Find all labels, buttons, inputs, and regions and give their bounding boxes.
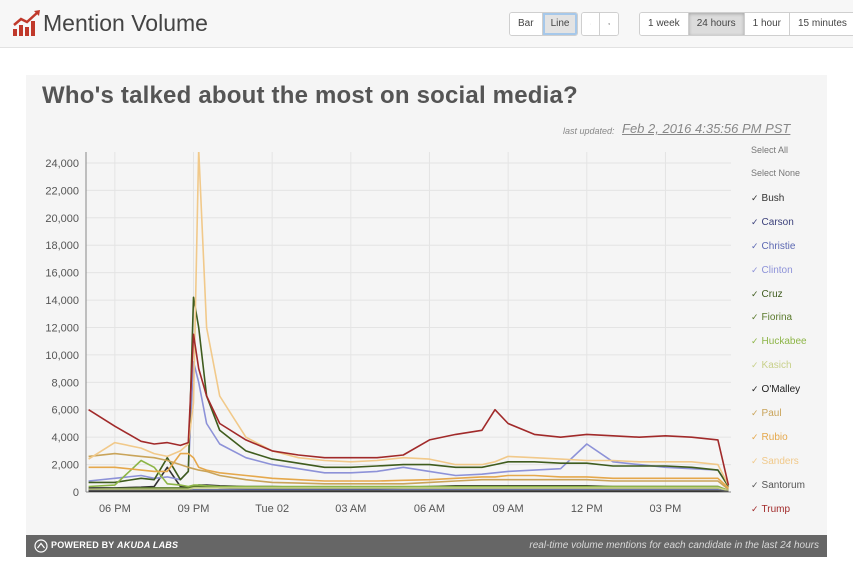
y-tick-label: 16,000 <box>45 268 79 280</box>
range-1-hour-button[interactable]: 1 hour <box>744 13 790 35</box>
legend-item-sanders[interactable]: ✓ Sanders <box>751 449 827 473</box>
legend-item-label: Christie <box>761 240 796 252</box>
y-tick-label: 2,000 <box>51 460 79 472</box>
legend-item-clinton[interactable]: ✓ Clinton <box>751 258 827 282</box>
sort-ascending-icon[interactable] <box>582 13 600 35</box>
legend-item-huckabee[interactable]: ✓ Huckabee <box>751 329 827 353</box>
top-bar: Mention Volume Bar Line 1 week 24 hours … <box>0 0 853 48</box>
mention-volume-line-chart: 0 2,000 4,000 6,000 8,000 10,000 12,000 14,000 1… <box>45 152 731 515</box>
x-tick-label: 12 PM <box>571 503 603 515</box>
y-tick-label: 10,000 <box>45 350 79 362</box>
line-chart-button[interactable]: Line <box>542 13 578 35</box>
legend-item-carson[interactable]: ✓ Carson <box>751 210 827 234</box>
check-icon: ✓ <box>751 264 759 275</box>
sort-toggle <box>581 12 619 36</box>
last-updated-link[interactable]: Feb 2, 2016 4:35:56 PM PST <box>622 121 791 136</box>
powered-by-label: POWERED BY AKUDA LABS <box>51 540 178 550</box>
legend-item-kasich[interactable]: ✓ Kasich <box>751 353 827 377</box>
powered-by-prefix: POWERED BY <box>51 540 115 550</box>
app-title: Mention Volume <box>43 10 208 36</box>
series-line-trump <box>88 333 730 486</box>
legend-item-label: Carson <box>761 216 794 228</box>
y-tick-label: 0 <box>73 487 79 499</box>
series-line-rubio <box>88 452 729 489</box>
y-tick-label: 14,000 <box>45 295 79 307</box>
legend-item-label: Rubio <box>761 431 788 443</box>
check-icon: ✓ <box>751 240 759 251</box>
legend-item-label: Clinton <box>761 264 793 276</box>
check-icon: ✓ <box>751 479 759 490</box>
footer-note: real-time volume mentions for each candi… <box>529 540 819 551</box>
range-15-minutes-button[interactable]: 15 minutes <box>789 13 853 35</box>
range-1-week-button[interactable]: 1 week <box>640 13 689 35</box>
legend-item-trump[interactable]: ✓ Trump <box>751 497 827 521</box>
y-tick-label: 6,000 <box>51 405 79 417</box>
y-tick-label: 4,000 <box>51 432 79 444</box>
check-icon: ✓ <box>751 431 759 442</box>
legend-item-paul[interactable]: ✓ Paul <box>751 401 827 425</box>
x-tick-label: 03 PM <box>650 503 682 515</box>
series-line-santorum <box>88 489 729 492</box>
check-icon: ✓ <box>751 384 759 395</box>
range-24-hours-button[interactable]: 24 hours <box>688 13 745 35</box>
series-line-kasich <box>88 487 729 492</box>
legend-item-bush[interactable]: ✓ Bush <box>751 186 827 210</box>
y-tick-label: 12,000 <box>45 322 79 334</box>
y-tick-label: 22,000 <box>45 185 79 197</box>
select-all-link[interactable]: Select All <box>751 145 789 155</box>
legend-item-cruz[interactable]: ✓ Cruz <box>751 282 827 306</box>
y-tick-label: 18,000 <box>45 240 79 252</box>
page-title: Who's talked about the most on social me… <box>42 82 578 109</box>
legend-item-christie[interactable]: ✓ Christie <box>751 234 827 258</box>
brand-name[interactable]: AKUDA LABS <box>117 540 179 550</box>
check-icon: ✓ <box>751 216 759 227</box>
legend-item-fiorina[interactable]: ✓ Fiorina <box>751 305 827 329</box>
y-tick-label: 20,000 <box>45 213 79 225</box>
check-icon: ✓ <box>751 336 759 347</box>
legend-item-omalley[interactable]: ✓ O'Malley <box>751 377 827 401</box>
bar-chart-button[interactable]: Bar <box>510 13 543 35</box>
last-updated-label: last updated: <box>563 126 615 136</box>
legend-item-label: Kasich <box>761 360 792 372</box>
x-tick-label: 06 AM <box>414 503 445 515</box>
check-icon: ✓ <box>751 288 759 299</box>
legend-item-label: Paul <box>761 408 782 420</box>
footer-bar: POWERED BY AKUDA LABS real-time volume m… <box>26 535 827 557</box>
legend-item-label: Santorum <box>761 479 805 491</box>
check-icon: ✓ <box>751 503 759 514</box>
sort-descending-icon[interactable] <box>600 13 618 35</box>
series-line-cruz <box>88 296 730 487</box>
legend-item-label: O'Malley <box>761 384 801 396</box>
x-tick-label: 03 AM <box>335 503 366 515</box>
x-tick-label: 06 PM <box>99 503 131 515</box>
legend-item-santorum[interactable]: ✓ Santorum <box>751 473 827 497</box>
y-tick-label: 24,000 <box>45 158 79 170</box>
series-line-sanders <box>88 152 730 486</box>
x-tick-label: Tue 02 <box>255 503 289 515</box>
check-icon: ✓ <box>751 455 759 466</box>
check-icon: ✓ <box>751 312 759 323</box>
select-none-link[interactable]: Select None <box>751 168 801 178</box>
check-icon: ✓ <box>751 193 759 203</box>
legend-item-label: Bush <box>761 193 785 204</box>
legend-item-label: Trump <box>761 503 791 515</box>
series-line-huckabee <box>88 459 729 492</box>
akuda-labs-logo-icon <box>34 539 48 553</box>
legend-item-label: Huckabee <box>761 336 807 348</box>
check-icon: ✓ <box>751 360 759 371</box>
x-tick-label: 09 PM <box>178 503 210 515</box>
time-range-toggle: 1 week 24 hours 1 hour 15 minutes <box>639 12 853 36</box>
chart-legend: Select All Select None ✓ Bush ✓ Carson ✓ Chri… <box>751 140 827 520</box>
legend-item-rubio[interactable]: ✓ Rubio <box>751 425 827 449</box>
trend-chart-logo-icon <box>13 10 40 36</box>
x-tick-label: 09 AM <box>493 503 524 515</box>
legend-item-label: Cruz <box>761 288 783 300</box>
legend-item-label: Sanders <box>761 455 799 467</box>
chart-type-toggle: Bar Line <box>509 12 579 36</box>
series-line-paul <box>88 452 729 490</box>
legend-items: ✓ Bush ✓ Carson ✓ Christie ✓ Clinton ✓ Cruz ✓ Fiori… <box>751 186 827 520</box>
y-tick-label: 8,000 <box>51 377 79 389</box>
check-icon: ✓ <box>751 408 759 419</box>
legend-item-label: Fiorina <box>761 312 793 324</box>
